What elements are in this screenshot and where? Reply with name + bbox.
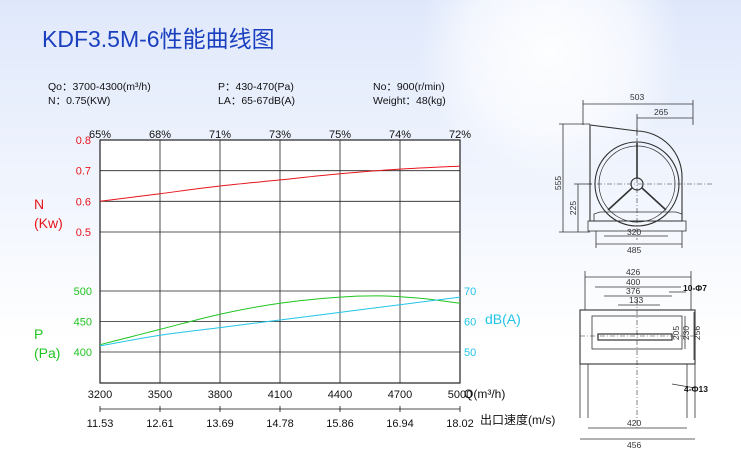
- db-tick-label: 70: [464, 286, 476, 298]
- dim-flange-w4: 133: [629, 295, 643, 305]
- dim-bottom-w2: 456: [627, 440, 641, 450]
- efficiency-tick-label: 75%: [329, 129, 351, 141]
- p-axis-unit: (Pa): [34, 345, 60, 361]
- n-tick-label: 0.5: [76, 227, 91, 239]
- power-curve: [99, 165, 461, 202]
- velocity-tick-label: 18.02: [446, 418, 474, 430]
- dim-side-h3: 256: [692, 326, 702, 340]
- fan-side-view-drawing: [579, 271, 697, 440]
- n-tick-label: 0.8: [76, 135, 91, 147]
- velocity-tick-label: 13.69: [206, 418, 234, 430]
- spec-power: N：0.75(KW): [48, 95, 110, 107]
- x-tick-label: 3200: [88, 389, 112, 401]
- dim-flange-w3: 376: [626, 286, 640, 296]
- dim-side-h2: 230: [681, 326, 691, 340]
- efficiency-tick-label: 73%: [269, 129, 291, 141]
- fan-side-view-dimensions: 426 400 376 133 10-Φ7 205 230 256 4-Φ13 …: [626, 267, 708, 450]
- n-tick-label: 0.6: [76, 196, 91, 208]
- db-tick-label: 60: [464, 317, 476, 329]
- dim-base-inner: 320: [627, 227, 641, 237]
- dim-base-outer: 485: [627, 245, 641, 255]
- dim-side-h1: 205: [671, 326, 681, 340]
- chart-group: 3200 11.53 65% 3500 12.61 68% 3800 13.69 71% 4100…: [74, 129, 477, 430]
- db-tick-label: 50: [464, 347, 476, 359]
- dim-center-height: 225: [568, 201, 578, 215]
- noise-curve: [99, 296, 461, 347]
- p-tick-label: 400: [74, 347, 92, 359]
- p-tick-label: 450: [74, 317, 92, 329]
- dim-holes-top: 10-Φ7: [683, 283, 707, 293]
- dim-top-width: 503: [630, 92, 644, 102]
- fan-front-view-drawing: [559, 100, 712, 248]
- dim-flange-w2: 400: [626, 277, 640, 287]
- velocity-tick-label: 14.78: [266, 418, 294, 430]
- velocity-tick-label: 12.61: [146, 418, 174, 430]
- fan-front-view-dimensions: 503 265 555 225 320 485: [553, 92, 668, 255]
- efficiency-tick-label: 72%: [449, 129, 471, 141]
- efficiency-tick-label: 74%: [389, 129, 411, 141]
- x-tick-label: 5000: [448, 389, 472, 401]
- velocity-tick-label: 15.86: [326, 418, 354, 430]
- n-tick-label: 0.7: [76, 166, 91, 178]
- db-axis-label: dB(A): [485, 311, 521, 327]
- spec-weight: Weight：48(kg): [373, 95, 446, 107]
- dim-flange-w1: 426: [626, 267, 640, 277]
- dim-top-offset: 265: [654, 107, 668, 117]
- dim-holes-bottom: 4-Φ13: [684, 384, 708, 394]
- efficiency-tick-label: 65%: [89, 129, 111, 141]
- pressure-curve: [99, 295, 461, 346]
- spec-noise: LA：65-67dB(A): [218, 95, 295, 107]
- efficiency-tick-label: 71%: [209, 129, 231, 141]
- spec-speed: No：900(r/min): [373, 81, 445, 93]
- x-axis-label: Q(m³/h): [464, 387, 505, 401]
- spec-airflow: Qo：3700-4300(m³/h): [48, 81, 151, 93]
- x-tick-label: 4400: [328, 389, 352, 401]
- x-tick-label: 3500: [148, 389, 172, 401]
- x-tick-label: 4700: [388, 389, 412, 401]
- x-tick-label: 4100: [268, 389, 292, 401]
- dim-height: 555: [553, 176, 563, 190]
- p-tick-label: 500: [74, 286, 92, 298]
- velocity-tick-label: 16.94: [386, 418, 414, 430]
- velocity-tick-label: 11.53: [87, 418, 114, 430]
- n-axis-symbol: N: [34, 196, 44, 212]
- efficiency-tick-label: 68%: [149, 129, 171, 141]
- spec-pressure: P：430-470(Pa): [218, 81, 294, 93]
- chart-title: KDF3.5M-6性能曲线图: [42, 26, 275, 52]
- x-tick-label: 3800: [208, 389, 232, 401]
- velocity-axis-label: 出口速度(m/s): [480, 412, 555, 427]
- dim-bottom-w1: 420: [627, 418, 641, 428]
- n-axis-unit: (Kw): [34, 215, 63, 231]
- p-axis-symbol: P: [34, 326, 43, 342]
